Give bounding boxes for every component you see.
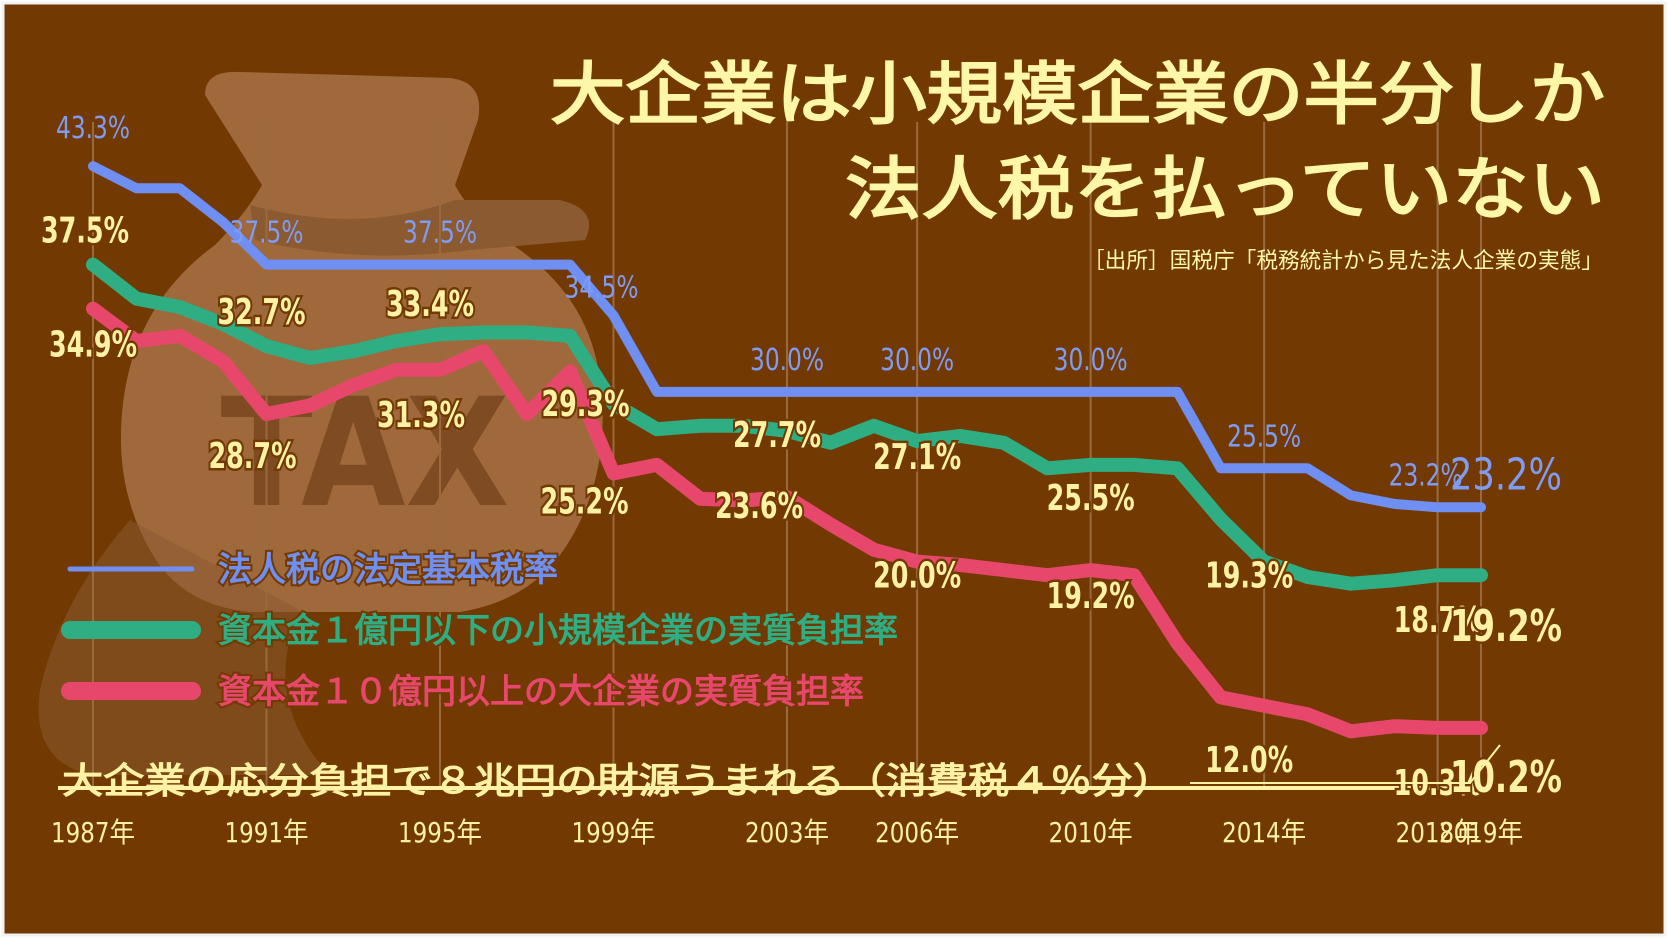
legend-label-0: 法人税の法定基本税率 <box>218 550 558 590</box>
data-label: 37.5% <box>41 211 129 252</box>
x-tick-label: 1999年 <box>572 816 656 849</box>
data-label: 20.0% <box>873 556 961 597</box>
x-tick-label: 2003年 <box>745 816 829 849</box>
series-lines <box>86 161 1488 739</box>
data-label: 25.2% <box>541 481 629 522</box>
legend: 法人税の法定基本税率資本金１億円以下の小規模企業の実質負担率資本金１０億円以上の… <box>61 548 900 714</box>
data-label: 37.5% <box>403 216 477 251</box>
data-label: 33.4% <box>386 284 474 325</box>
data-label: 12.0% <box>1205 740 1293 781</box>
x-tick-label: 1987年 <box>51 816 135 849</box>
data-label: 23.2% <box>1450 449 1562 500</box>
hand-silhouette <box>38 520 330 775</box>
data-label: 31.3% <box>377 395 465 436</box>
x-tick-label: 1995年 <box>398 816 482 849</box>
data-label: 27.7% <box>733 415 821 456</box>
data-label: 30.0% <box>1054 343 1128 378</box>
series-line-1 <box>86 257 1488 591</box>
title-line-2: 法人税を払っていない <box>845 151 1605 230</box>
data-label: 30.0% <box>750 343 824 378</box>
vertical-gridlines <box>92 122 1482 788</box>
data-label: 27.1% <box>873 437 961 478</box>
x-tick-label: 1991年 <box>225 816 309 849</box>
annotation-leader-line <box>1190 744 1501 784</box>
x-axis-tick-labels: 1987年 1991年 1995年 1999年 2003年 2006年 2010年 2014年… <box>51 816 1523 849</box>
data-label: 29.3% <box>542 384 630 425</box>
tax-label: TAX <box>221 367 510 541</box>
title-line-1: 大企業は小規模企業の半分しか <box>550 56 1605 135</box>
money-bag-icon: TAX <box>38 71 603 775</box>
money-bag-body <box>120 71 603 612</box>
series-line-2 <box>86 301 1488 739</box>
x-tick-label: 2018年 <box>1396 816 1480 849</box>
data-label: 18.7% <box>1394 600 1482 641</box>
data-label: 23.2% <box>1389 458 1463 493</box>
data-label: 25.5% <box>1047 478 1135 519</box>
data-label: 43.3% <box>56 111 130 146</box>
x-tick-label: 2019年 <box>1439 816 1523 849</box>
data-label: 32.7% <box>218 292 306 333</box>
series-line-0 <box>88 161 1486 513</box>
data-label: 30.0% <box>880 343 954 378</box>
data-label: 34.5% <box>565 271 639 306</box>
legend-label-1: 資本金１億円以下の小規模企業の実質負担率 <box>218 611 898 651</box>
source-note: ［出所］国税庁「税務統計から見た法人企業の実態」 <box>1083 249 1603 274</box>
x-tick-label: 2006年 <box>875 816 959 849</box>
annotation: 大企業の応分負担で８兆円の財源うまれる（消費税４％分） <box>62 744 1501 802</box>
data-label: 23.6% <box>715 486 803 527</box>
data-label: 19.3% <box>1205 556 1293 597</box>
data-label: 25.5% <box>1227 419 1301 454</box>
x-tick-label: 2010年 <box>1049 816 1133 849</box>
legend-label-2: 資本金１０億円以上の大企業の実質負担率 <box>218 672 864 712</box>
data-label: 19.2% <box>1047 576 1135 617</box>
data-label: 28.7% <box>209 436 297 477</box>
data-label: 37.5% <box>230 216 304 251</box>
data-label: 19.2% <box>1450 601 1562 652</box>
annotation-text: 大企業の応分負担で８兆円の財源うまれる（消費税４％分） <box>62 760 1174 802</box>
data-labels: 43.3% 37.5% 37.5% 34.5% 30.0% 30.0% 30.0% 25.5%… <box>39 111 1565 806</box>
x-tick-label: 2014年 <box>1222 816 1306 849</box>
money-bag-tie <box>250 200 590 256</box>
chart-title: 大企業は小規模企業の半分しか 法人税を払っていない <box>550 56 1605 230</box>
data-label: 10.2% <box>1450 752 1562 803</box>
data-label: 34.9% <box>49 325 137 366</box>
